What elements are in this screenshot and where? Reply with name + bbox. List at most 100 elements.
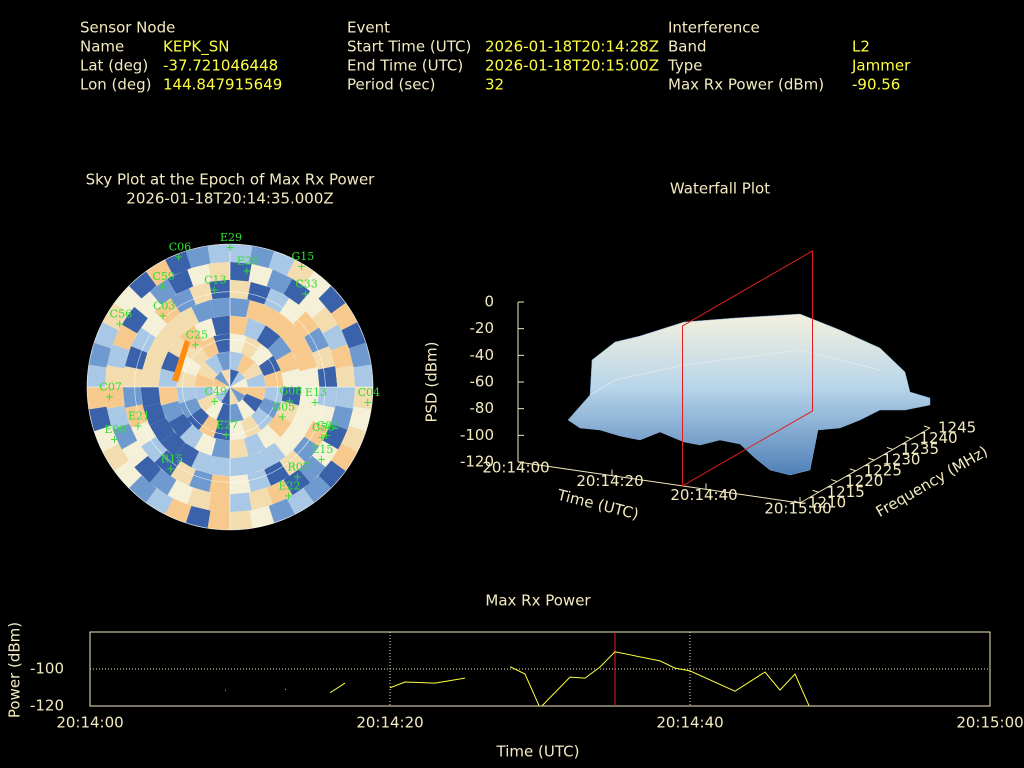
sky-cell xyxy=(168,413,193,438)
sky-cell xyxy=(88,406,111,432)
sky-cell xyxy=(230,456,250,477)
sky-cell xyxy=(349,406,372,432)
sky-cell xyxy=(140,367,161,387)
sat-marker: + xyxy=(317,453,326,466)
sat-marker: + xyxy=(322,429,331,442)
sky-cell xyxy=(267,413,292,438)
sky-cell xyxy=(230,369,239,387)
sky-cell xyxy=(281,387,302,406)
sky-cell xyxy=(140,311,167,338)
sky-cell xyxy=(149,469,177,496)
sat-marker: + xyxy=(297,260,306,273)
sky-cell xyxy=(230,387,248,396)
sky-cell xyxy=(142,348,166,372)
sky-cell xyxy=(216,403,230,423)
sky-cell xyxy=(174,442,199,468)
sat-marker: + xyxy=(174,250,183,263)
sky-cell xyxy=(230,510,253,530)
sky-cell xyxy=(349,342,372,368)
sky-cell xyxy=(134,455,162,483)
sky-cell xyxy=(106,405,130,430)
sky-cell xyxy=(236,354,256,375)
sky-cell xyxy=(317,366,338,387)
sky-cell xyxy=(286,488,315,515)
sat-label: C03 xyxy=(153,300,175,313)
time-tick-label: 20:15:00 xyxy=(764,500,831,518)
info-value: -37.721046448 xyxy=(163,57,278,75)
sky-cell xyxy=(249,506,275,529)
sat-marker: + xyxy=(210,395,219,408)
sky-cell xyxy=(258,355,281,376)
sat-marker: + xyxy=(363,396,372,409)
sat-marker: + xyxy=(105,390,114,403)
freq-tick xyxy=(849,468,856,472)
sky-cell xyxy=(142,402,166,426)
sky-cell xyxy=(221,387,230,405)
sky-cell xyxy=(197,393,218,413)
sat-label: E15 xyxy=(311,443,333,456)
sky-cell xyxy=(312,404,336,428)
sky-cell xyxy=(208,492,230,513)
sat-marker: + xyxy=(225,241,234,254)
sky-cell xyxy=(249,245,275,268)
sky-cell xyxy=(160,431,186,457)
sky-cell xyxy=(317,387,338,408)
sky-cell xyxy=(121,306,148,334)
sky-cell xyxy=(213,421,230,441)
info-value: 32 xyxy=(485,76,504,94)
sky-cell xyxy=(245,451,269,475)
sky-cell xyxy=(198,415,219,438)
sky-cell xyxy=(251,408,274,431)
sky-title: Sky Plot at the Epoch of Max Rx Power xyxy=(86,171,376,189)
sky-cell xyxy=(256,424,281,449)
sat-marker: + xyxy=(133,419,142,432)
sky-cell xyxy=(167,479,194,505)
freq-tick-label: 1230 xyxy=(882,451,920,469)
sky-streak xyxy=(172,340,190,382)
sky-cell xyxy=(243,317,266,341)
sat-marker: + xyxy=(115,318,124,331)
info-label: End Time (UTC) xyxy=(347,57,463,75)
info-value: 2026-01-18T20:14:28Z xyxy=(485,38,659,56)
sat-marker: + xyxy=(310,396,319,409)
info-label: Type xyxy=(667,57,702,75)
sky-cell xyxy=(247,281,271,305)
sky-cell xyxy=(216,351,230,371)
sky-cell xyxy=(256,325,281,350)
sky-cell xyxy=(165,251,192,276)
sat-label: C50 xyxy=(312,421,334,434)
sky-cell xyxy=(230,244,253,264)
x-tick-label: 20:14:20 xyxy=(356,714,423,732)
sky-cell xyxy=(149,418,175,443)
info-title: Interference xyxy=(668,19,760,37)
sky-cell xyxy=(102,302,129,331)
sky-cell xyxy=(276,351,300,374)
sky-cell xyxy=(140,387,161,407)
time-axis xyxy=(517,461,801,504)
freq-tick xyxy=(830,479,838,483)
sky-cell xyxy=(204,354,224,375)
sat-label: G08 xyxy=(279,384,302,397)
sat-marker: + xyxy=(158,280,167,293)
y-tick-label: -100 xyxy=(30,660,64,678)
info-label: Start Time (UTC) xyxy=(347,38,471,56)
psd-tick-label: -40 xyxy=(470,346,495,364)
sky-cell xyxy=(186,408,209,431)
freq-tick xyxy=(812,489,819,493)
sky-cell xyxy=(112,324,138,351)
freq-tick-label: 1215 xyxy=(827,483,865,501)
sky-cell xyxy=(230,378,248,387)
sky-cell xyxy=(170,287,196,313)
sky-cell xyxy=(209,279,230,300)
sky-cell xyxy=(264,370,284,387)
waterfall-surface xyxy=(567,313,931,476)
sky-cell xyxy=(210,297,230,318)
sky-cell xyxy=(303,475,332,503)
sky-cell xyxy=(209,474,230,495)
sky-cell xyxy=(134,291,162,319)
sky-cell xyxy=(176,387,196,404)
sky-cell xyxy=(230,421,247,441)
info-label: Name xyxy=(80,38,124,56)
time-label: Time (UTC) xyxy=(555,486,641,524)
sky-cell xyxy=(197,361,218,381)
